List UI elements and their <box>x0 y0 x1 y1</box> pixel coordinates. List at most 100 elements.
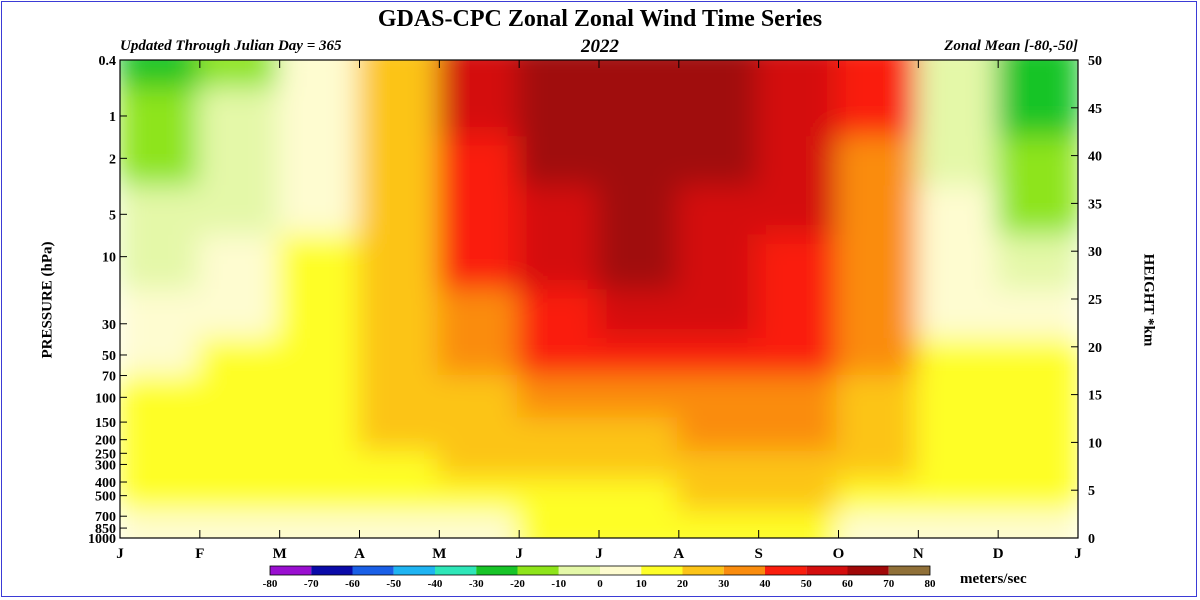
heatmap-cell <box>756 510 841 538</box>
heatmap-cell <box>277 136 362 188</box>
heatmap-cell <box>517 234 601 292</box>
y2-tick-label: 10 <box>1088 436 1102 451</box>
heatmap-cell <box>437 86 522 139</box>
heatmap-cell <box>277 479 362 513</box>
colorbar-tick-label: -30 <box>469 578 484 590</box>
colorbar-swatch <box>270 566 312 575</box>
colorbar-tick-label: 20 <box>677 578 689 590</box>
heatmap-cell <box>437 417 522 454</box>
heatmap-cell <box>676 289 761 341</box>
y-tick-label: 2 <box>109 152 116 167</box>
heatmap-cell <box>197 234 282 292</box>
heatmap-cell <box>916 60 1001 89</box>
heatmap-cell <box>437 289 522 341</box>
heatmap-cell <box>277 375 362 420</box>
colorbar-swatch <box>517 566 559 575</box>
heatmap-cell <box>756 417 841 454</box>
heatmap-cell <box>197 60 282 89</box>
y-tick-label: 30 <box>102 318 116 333</box>
heatmap-cell <box>756 375 841 420</box>
heatmap-cell <box>996 86 1078 139</box>
heatmap-cell <box>916 451 1001 482</box>
heatmap-cell <box>756 185 841 237</box>
heatmap-cell <box>120 86 202 139</box>
heatmap-cell <box>197 289 282 341</box>
heatmap-cell <box>996 451 1078 482</box>
heatmap-cell <box>756 234 841 292</box>
heatmap-cell <box>357 375 442 420</box>
colorbar-tick-label: 10 <box>636 578 648 590</box>
colorbar-units-label: meters/sec <box>960 571 1027 587</box>
heatmap-cell <box>836 338 921 378</box>
heatmap-cell <box>517 60 601 89</box>
heatmap-cell <box>357 417 442 454</box>
heatmap-cell <box>756 451 841 482</box>
x-tick-label: S <box>754 546 762 562</box>
heatmap-cell <box>996 185 1078 237</box>
heatmap-cell <box>517 479 601 513</box>
y2-tick-label: 5 <box>1088 484 1095 499</box>
y-tick-label: 50 <box>102 349 116 364</box>
y-tick-label: 0.4 <box>99 54 117 69</box>
x-tick-label: F <box>195 546 204 562</box>
heatmap-cell <box>277 451 362 482</box>
y2-tick-label: 45 <box>1088 102 1102 117</box>
colorbar-swatch <box>311 566 353 575</box>
heatmap-cell <box>357 479 442 513</box>
heatmap-cell <box>357 338 442 378</box>
x-tick-label: A <box>673 546 684 562</box>
heatmap-cell <box>357 185 442 237</box>
y2-tick-label: 50 <box>1088 54 1102 69</box>
colorbar-swatch <box>393 566 435 575</box>
heatmap-cell <box>517 86 601 139</box>
y-tick-label: 700 <box>95 510 116 525</box>
colorbar-tick-label: -70 <box>304 578 319 590</box>
heatmap-cell <box>277 289 362 341</box>
year-label: 2022 <box>581 36 619 57</box>
heatmap-cell <box>517 338 601 378</box>
heatmap-cell <box>676 185 761 237</box>
heatmap-cell <box>676 479 761 513</box>
heatmap-cell <box>597 234 681 292</box>
heatmap-cell <box>676 451 761 482</box>
heatmap-cell <box>597 338 681 378</box>
heatmap-cell <box>197 510 282 538</box>
y-tick-label: 850 <box>95 522 116 537</box>
heatmap-cell <box>756 86 841 139</box>
heatmap-cell <box>996 338 1078 378</box>
x-tick-label: J <box>116 546 124 562</box>
heatmap-cell <box>120 451 202 482</box>
colorbar-tick-label: 0 <box>597 578 603 590</box>
y-tick-label: 400 <box>95 476 116 491</box>
heatmap-cell <box>120 338 202 378</box>
heatmap-cell <box>597 417 681 454</box>
y-tick-label: 5 <box>109 208 116 223</box>
y-tick-label: 1 <box>109 110 116 125</box>
heatmap-cell <box>996 417 1078 454</box>
heatmap-cell <box>597 510 681 538</box>
heatmap-cell <box>676 136 761 188</box>
update-note: Updated Through Julian Day = 365 <box>120 38 342 54</box>
heatmap-cell <box>517 185 601 237</box>
heatmap-cell <box>836 136 921 188</box>
heatmap-cell <box>597 86 681 139</box>
y2-tick-label: 30 <box>1088 245 1102 260</box>
heatmap-cell <box>437 479 522 513</box>
heatmap-cell <box>197 185 282 237</box>
heatmap-cell <box>996 234 1078 292</box>
heatmap-cell <box>996 289 1078 341</box>
heatmap-cell <box>676 510 761 538</box>
heatmap-cell <box>277 338 362 378</box>
heatmap-cell <box>277 86 362 139</box>
heatmap-cell <box>836 86 921 139</box>
heatmap-cell <box>197 375 282 420</box>
y-tick-label: 1000 <box>88 532 116 547</box>
colorbar-swatch <box>723 566 765 575</box>
colorbar-tick-label: -60 <box>345 578 360 590</box>
heatmap-cell <box>120 234 202 292</box>
heatmap-cell <box>357 289 442 341</box>
colorbar-swatch <box>682 566 724 575</box>
heatmap-cell <box>996 136 1078 188</box>
colorbar-tick-label: 30 <box>718 578 730 590</box>
